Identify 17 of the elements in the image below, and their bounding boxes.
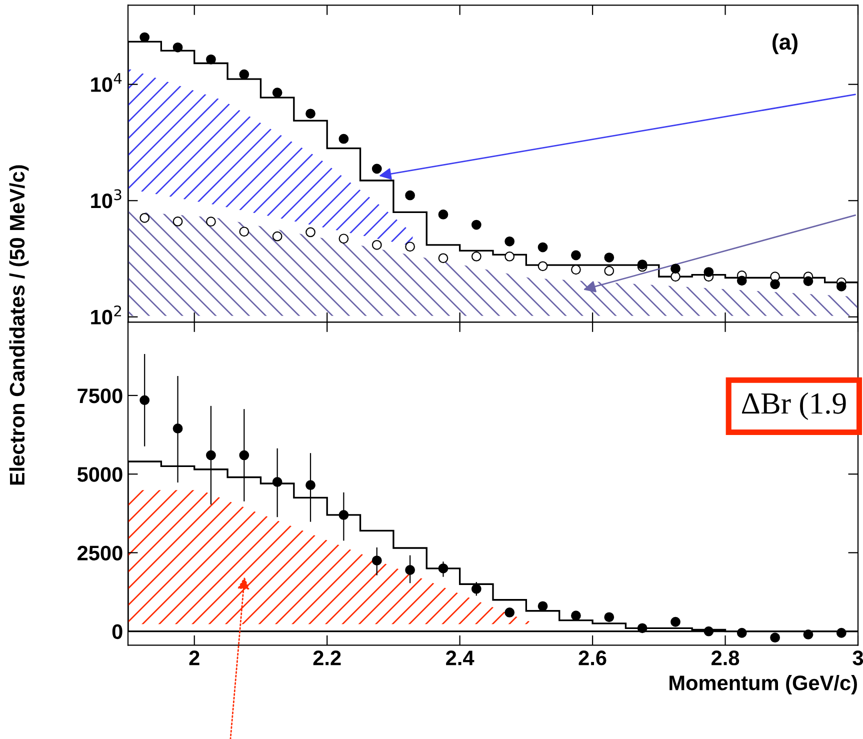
x-tick-label: 2.8	[712, 650, 740, 666]
y-tick-label: 0	[112, 624, 122, 640]
x-tick-label: 3	[852, 650, 863, 666]
y-tick-label: 5000	[77, 467, 122, 482]
y-tick-label: 10$^{4}$	[91, 73, 122, 92]
y-tick-label: 7500	[78, 388, 122, 404]
x-axis-title: Momentum (GeV/c)	[670, 674, 857, 694]
x-tick-label: 2.4	[446, 650, 474, 666]
x-tick-label: 2	[189, 650, 200, 666]
annotation: (a)	[772, 33, 798, 54]
y-tick-label: 10$^{2}$	[91, 305, 121, 324]
x-tick-label: 2.2	[313, 650, 341, 666]
y-tick-label: 2500	[78, 546, 122, 560]
y-tick-label: 10$^{3}$	[91, 189, 122, 208]
x-tick-label: 2.6	[578, 650, 606, 666]
y-axis-title: Electron Candidates / (50 MeV/c)	[9, 165, 29, 485]
annotation: ΔBr (1.9	[742, 392, 846, 420]
